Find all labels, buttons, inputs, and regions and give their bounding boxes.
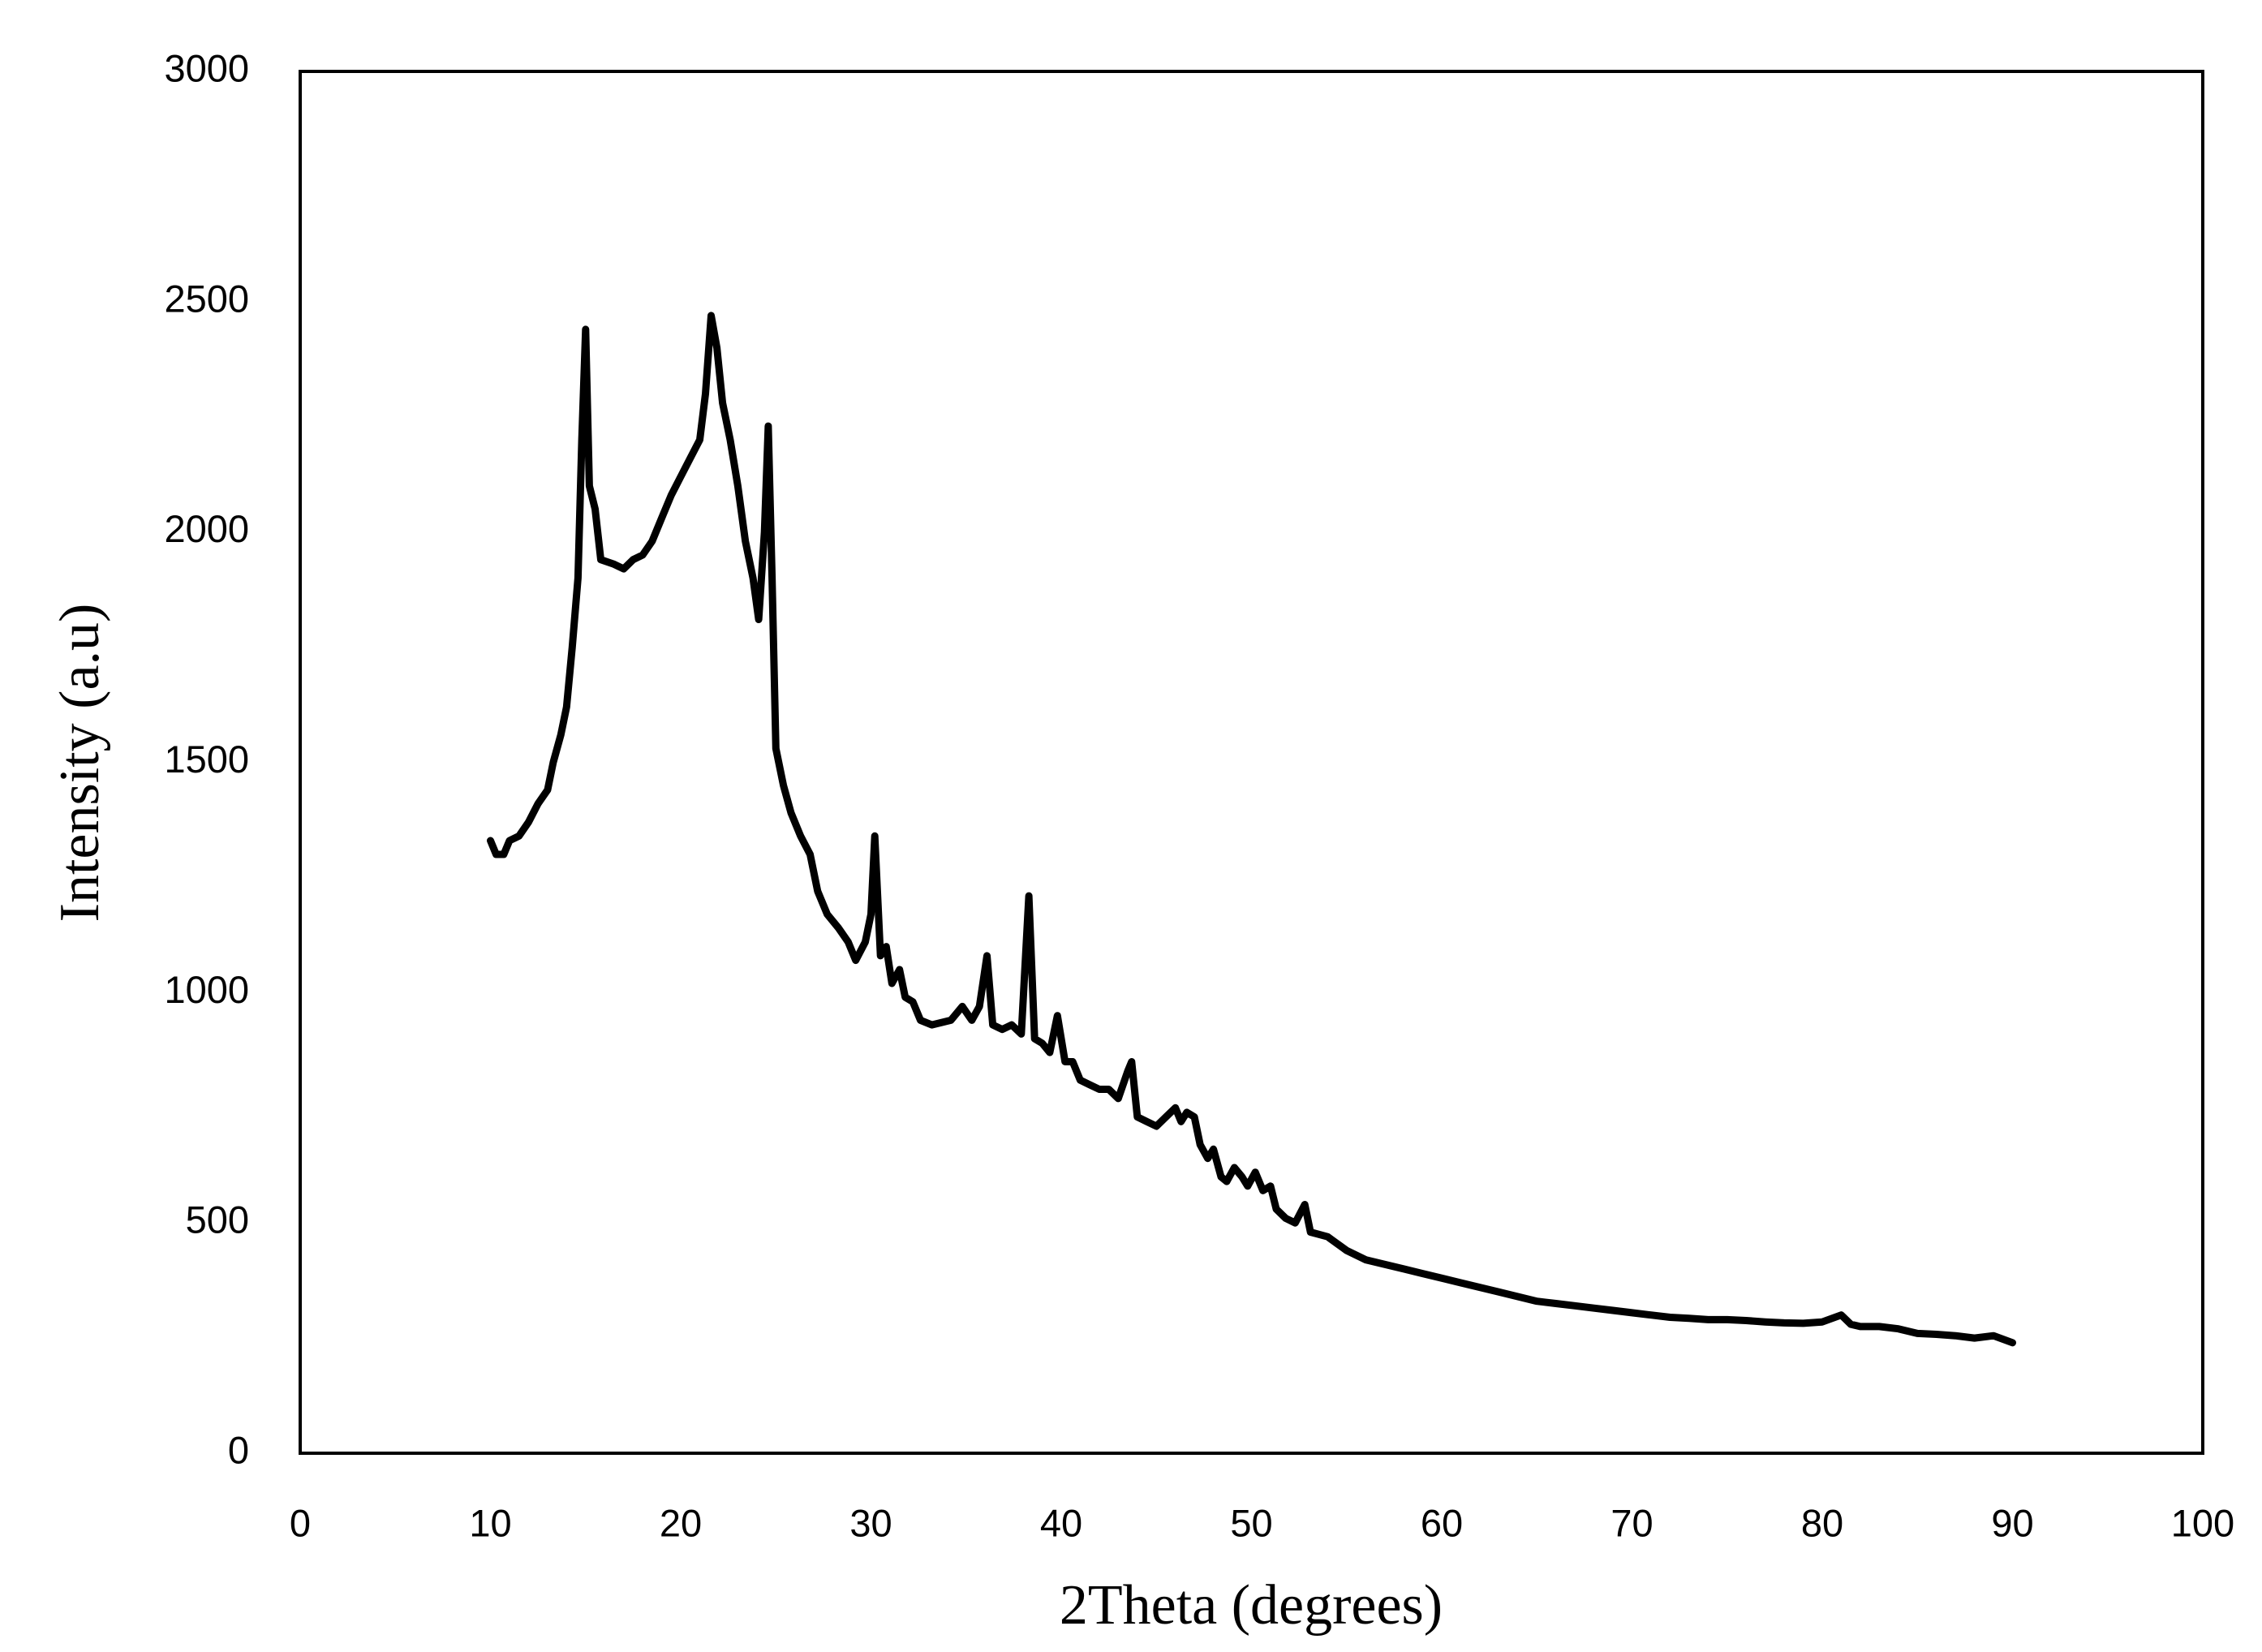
x-tick-label: 10 (469, 1501, 511, 1544)
x-tick-label: 20 (660, 1501, 702, 1544)
x-tick-label: 70 (1610, 1501, 1653, 1544)
x-tick-label: 40 (1040, 1501, 1082, 1544)
x-tick-label: 0 (290, 1501, 311, 1544)
y-tick-label: 1000 (164, 968, 249, 1011)
y-tick-label: 2500 (164, 277, 249, 320)
x-tick-label: 80 (1801, 1501, 1843, 1544)
y-tick-label: 0 (228, 1428, 249, 1471)
x-tick-label: 30 (849, 1501, 892, 1544)
y-tick-label: 3000 (164, 46, 249, 89)
x-tick-label: 60 (1421, 1501, 1463, 1544)
y-tick-label: 1500 (164, 738, 249, 781)
data-line (487, 312, 2016, 1347)
x-axis-title: 2Theta (degrees) (1060, 1574, 1443, 1637)
y-tick-label: 500 (186, 1198, 249, 1241)
x-tick-label: 50 (1230, 1501, 1272, 1544)
y-tick-label: 2000 (164, 507, 249, 550)
x-tick-label: 100 (2171, 1501, 2234, 1544)
y-axis-title: Intensity (a.u) (49, 604, 111, 923)
plot-frame (299, 70, 2204, 1455)
x-tick-label: 90 (1991, 1501, 2033, 1544)
